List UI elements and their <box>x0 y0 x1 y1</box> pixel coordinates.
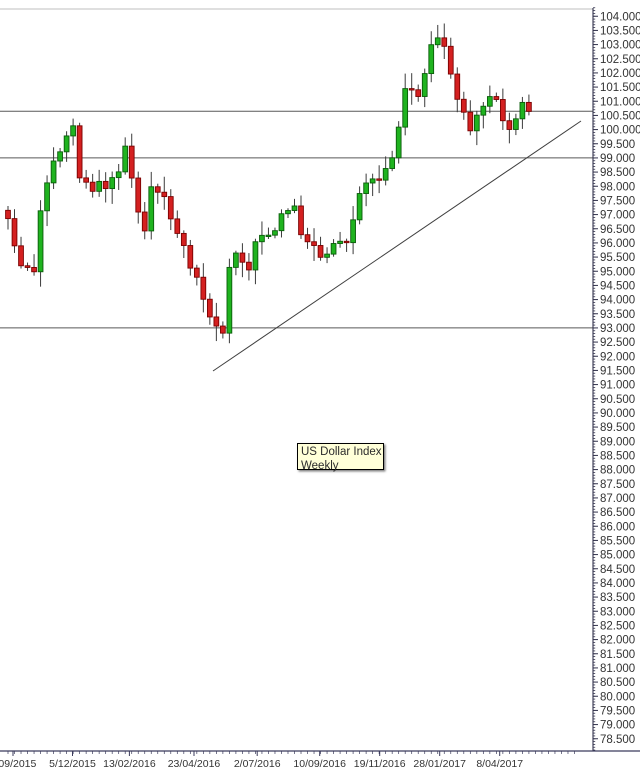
svg-text:86.000: 86.000 <box>600 521 635 533</box>
svg-text:84.500: 84.500 <box>600 564 635 576</box>
svg-text:78.500: 78.500 <box>600 734 635 746</box>
svg-text:82.500: 82.500 <box>600 620 635 632</box>
svg-text:81.500: 81.500 <box>600 649 635 661</box>
svg-text:83.500: 83.500 <box>600 592 635 604</box>
svg-text:81.000: 81.000 <box>600 663 635 675</box>
svg-text:5/12/2015: 5/12/2015 <box>49 758 96 769</box>
svg-text:7/09/2015: 7/09/2015 <box>0 758 37 769</box>
svg-text:95.000: 95.000 <box>600 266 635 278</box>
svg-text:97.000: 97.000 <box>600 210 635 222</box>
svg-text:89.000: 89.000 <box>600 436 635 448</box>
svg-text:87.000: 87.000 <box>600 493 635 505</box>
svg-text:96.000: 96.000 <box>600 238 635 250</box>
svg-text:23/04/2016: 23/04/2016 <box>168 758 221 769</box>
svg-text:98.500: 98.500 <box>600 167 635 179</box>
svg-text:80.000: 80.000 <box>600 691 635 703</box>
svg-text:83.000: 83.000 <box>600 606 635 618</box>
svg-text:95.500: 95.500 <box>600 252 635 264</box>
svg-text:104.000: 104.000 <box>600 11 640 23</box>
svg-text:97.500: 97.500 <box>600 195 635 207</box>
svg-text:98.000: 98.000 <box>600 181 635 193</box>
svg-text:91.000: 91.000 <box>600 380 635 392</box>
svg-text:93.500: 93.500 <box>600 309 635 321</box>
svg-text:88.500: 88.500 <box>600 450 635 462</box>
svg-text:94.000: 94.000 <box>600 295 635 307</box>
svg-text:19/11/2016: 19/11/2016 <box>354 758 406 769</box>
svg-text:100.500: 100.500 <box>600 110 640 122</box>
svg-text:80.500: 80.500 <box>600 677 635 689</box>
svg-text:99.500: 99.500 <box>600 139 635 151</box>
svg-text:99.000: 99.000 <box>600 153 635 165</box>
svg-text:94.500: 94.500 <box>600 280 635 292</box>
svg-text:86.500: 86.500 <box>600 507 635 519</box>
svg-text:90.000: 90.000 <box>600 408 635 420</box>
svg-text:92.500: 92.500 <box>600 337 635 349</box>
svg-text:103.500: 103.500 <box>600 25 640 37</box>
svg-text:10/09/2016: 10/09/2016 <box>293 758 346 769</box>
svg-text:88.000: 88.000 <box>600 465 635 477</box>
svg-text:100.000: 100.000 <box>600 125 640 137</box>
svg-text:85.500: 85.500 <box>600 535 635 547</box>
svg-text:79.000: 79.000 <box>600 720 635 732</box>
svg-text:92.000: 92.000 <box>600 351 635 363</box>
svg-text:91.500: 91.500 <box>600 365 635 377</box>
svg-text:8/04/2017: 8/04/2017 <box>476 758 523 769</box>
svg-text:79.500: 79.500 <box>600 705 635 717</box>
svg-text:89.500: 89.500 <box>600 422 635 434</box>
svg-text:87.500: 87.500 <box>600 479 635 491</box>
svg-text:84.000: 84.000 <box>600 578 635 590</box>
svg-text:28/01/2017: 28/01/2017 <box>413 758 466 769</box>
svg-text:101.500: 101.500 <box>600 82 640 94</box>
svg-text:85.000: 85.000 <box>600 550 635 562</box>
svg-text:96.500: 96.500 <box>600 224 635 236</box>
svg-text:103.000: 103.000 <box>600 40 640 52</box>
svg-text:101.000: 101.000 <box>600 96 640 108</box>
svg-text:13/02/2016: 13/02/2016 <box>103 758 156 769</box>
svg-text:82.000: 82.000 <box>600 635 635 647</box>
svg-text:102.500: 102.500 <box>600 54 640 66</box>
svg-text:2/07/2016: 2/07/2016 <box>234 758 281 769</box>
svg-text:90.500: 90.500 <box>600 394 635 406</box>
svg-text:93.000: 93.000 <box>600 323 635 335</box>
svg-text:102.000: 102.000 <box>600 68 640 80</box>
